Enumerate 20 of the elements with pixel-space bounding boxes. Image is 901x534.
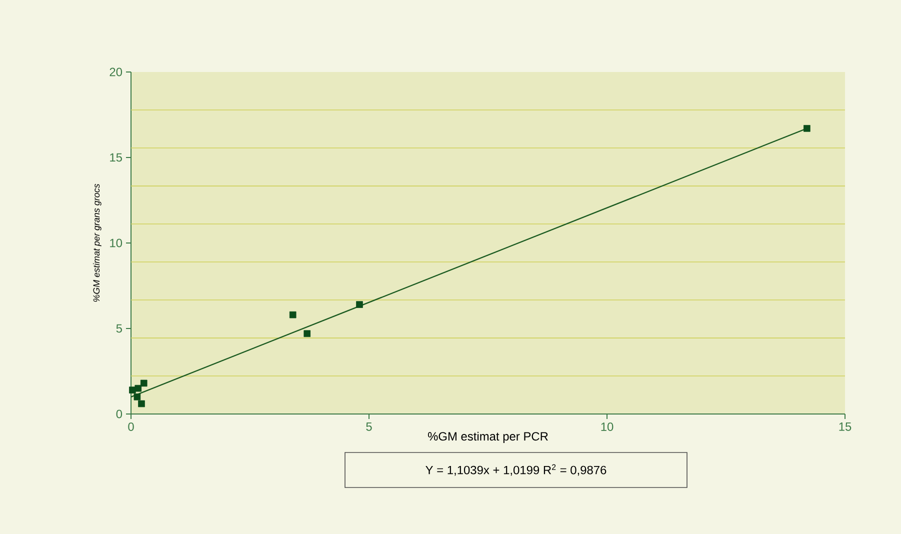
x-axis-title: %GM estimat per PCR [428,432,548,443]
point [304,330,311,338]
point [129,386,136,394]
y-tick-label: 0 [116,410,122,418]
point [140,380,148,387]
text: Y = 1,1039x + 1,0199 R$^{2}$ = 0,9876 [426,464,606,476]
y-tick-label: 10 [110,238,122,248]
point [134,393,141,400]
y-tick-label: 15 [110,153,122,162]
x-tick-label: 10 [601,422,614,431]
x-tick-label: 0 [128,422,134,431]
y-axis-title: %GM estimat per grans grocs [92,184,102,302]
y-tick-label: 5 [116,324,122,333]
point [804,125,810,132]
x-tick-label: 5 [366,422,372,431]
x-tick-label: 15 [839,422,852,431]
point [356,301,363,308]
point [289,311,296,318]
y-tick-label: 20 [110,68,122,76]
point [138,400,145,408]
